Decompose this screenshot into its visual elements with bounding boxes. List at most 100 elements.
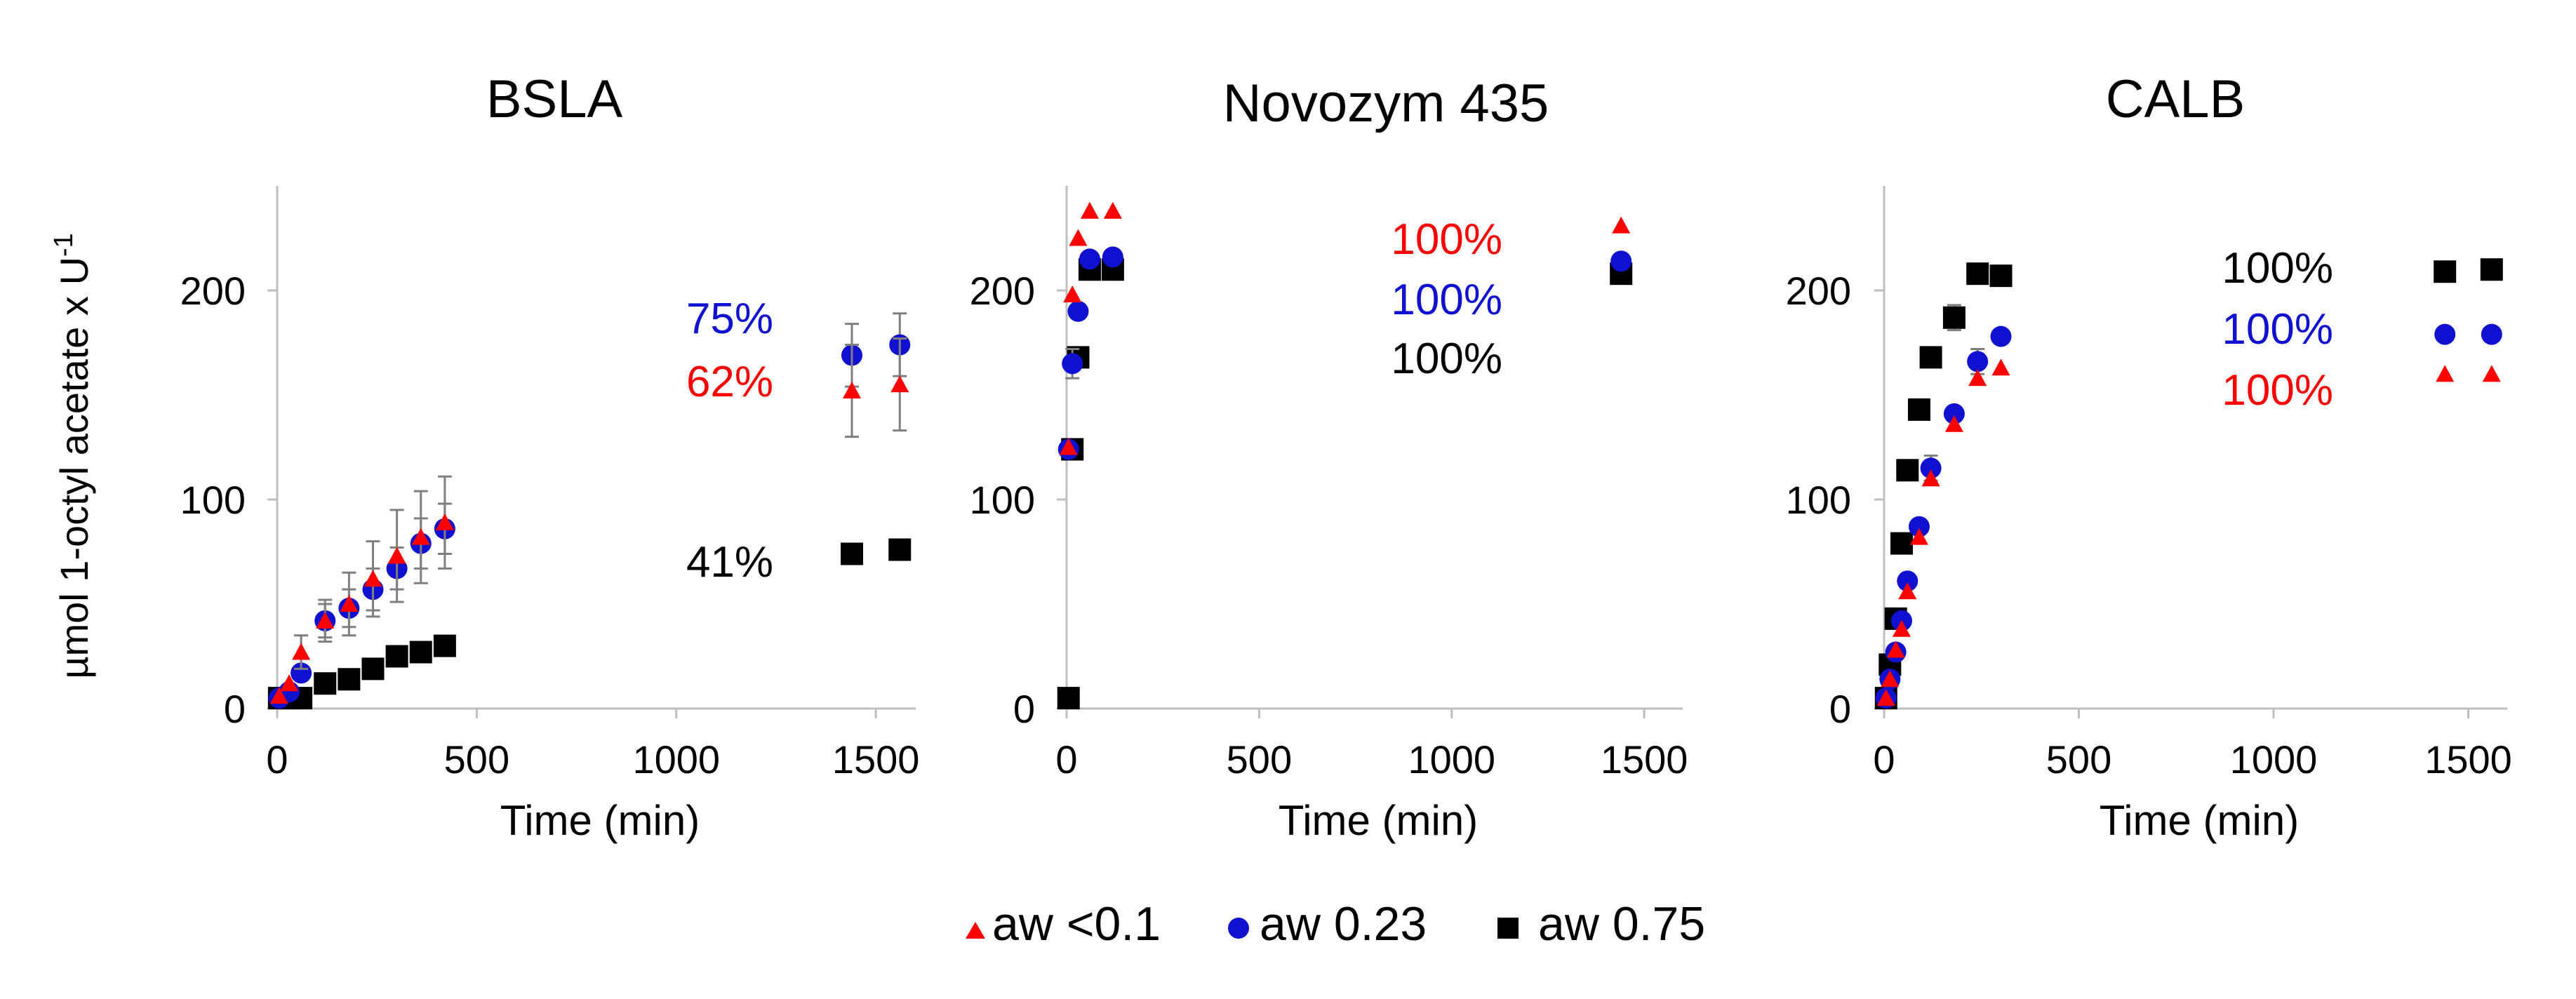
- x-tick-label: 500: [444, 737, 509, 782]
- data-point-circle: [2481, 323, 2502, 345]
- data-point-square: [1907, 398, 1930, 421]
- legend-item-aw-0-75: aw 0.75: [1497, 897, 1705, 951]
- chart-panel-3: CALB 0 100 200 0 500 1000 1500 Time (min) 100% 100…: [1786, 69, 2512, 844]
- data-point-square: [1057, 687, 1080, 710]
- series-aw-lt-0-1: [1059, 201, 1631, 455]
- percent-annotation: 100%: [2222, 366, 2333, 415]
- y-tick-label: 200: [180, 269, 246, 313]
- data-point-circle: [291, 662, 312, 684]
- series-aw-0-75: [1057, 258, 1633, 710]
- data-point-square: [433, 634, 456, 657]
- data-point-triangle: [1909, 528, 1928, 545]
- x-axis-label: Time (min): [1279, 797, 1478, 844]
- percent-annotation: 100%: [1391, 335, 1502, 383]
- x-tick-label: 500: [1227, 737, 1292, 782]
- data-point-square: [338, 668, 361, 691]
- data-point-square: [361, 657, 385, 680]
- data-point-square: [1919, 346, 1942, 369]
- data-point-triangle: [411, 528, 430, 545]
- data-point-triangle: [1991, 358, 2010, 376]
- circle-marker-icon: [1228, 918, 1249, 939]
- data-point-square: [888, 538, 912, 561]
- data-point-circle: [2434, 323, 2456, 345]
- x-tick-label: 1000: [632, 737, 720, 782]
- percent-annotation: 41%: [686, 538, 773, 586]
- chart-panel-1: BSLA 0 100 200 0 500 1000 1500 Time (min) 75% 62% 4…: [180, 69, 920, 844]
- data-point-circle: [1067, 300, 1089, 322]
- data-point-triangle: [1944, 415, 1963, 432]
- data-point-triangle: [316, 611, 335, 629]
- data-point-square: [1966, 262, 1989, 286]
- x-tick-label: 1500: [832, 737, 920, 782]
- data-point-triangle: [2482, 365, 2501, 382]
- series-aw-lt-0-1: [269, 337, 909, 704]
- triangle-marker-icon: [966, 922, 985, 939]
- legend-item-aw-lt-0-1: aw <0.1: [966, 897, 1161, 951]
- series-aw-0-75: [1874, 258, 2503, 710]
- y-tick-label: 200: [1786, 269, 1851, 313]
- data-point-triangle: [1898, 582, 1917, 600]
- data-point-triangle: [843, 382, 861, 399]
- percent-annotation: 100%: [2222, 244, 2333, 293]
- x-tick-label: 1000: [2230, 737, 2318, 782]
- data-point-triangle: [1876, 689, 1895, 706]
- data-point-square: [1989, 264, 2013, 288]
- data-point-triangle: [1103, 201, 1122, 219]
- data-point-triangle: [269, 687, 288, 704]
- data-point-square: [2480, 258, 2503, 281]
- series-aw-0-75: [267, 538, 912, 710]
- data-point-circle: [1908, 516, 1930, 537]
- percent-annotation: 100%: [1391, 215, 1502, 264]
- y-tick-label: 200: [970, 269, 1035, 313]
- data-point-triangle: [387, 547, 406, 564]
- data-point-square: [841, 542, 863, 565]
- data-point-triangle: [1612, 216, 1631, 234]
- data-point-square: [1942, 306, 1966, 329]
- data-point-triangle: [1080, 201, 1099, 219]
- data-point-square: [409, 641, 432, 664]
- y-tick-label: 100: [1786, 478, 1851, 522]
- data-point-triangle: [280, 674, 299, 692]
- data-point-triangle: [1886, 641, 1905, 658]
- y-tick-label: 0: [1013, 687, 1035, 731]
- data-point-triangle: [1059, 438, 1078, 455]
- data-point-square: [1890, 532, 1913, 555]
- y-tick-label: 100: [970, 478, 1035, 522]
- x-tick-label: 1500: [2424, 737, 2512, 782]
- data-point-circle: [1990, 326, 2012, 347]
- data-point-triangle: [1892, 619, 1911, 637]
- legend-label: aw 0.75: [1538, 897, 1705, 951]
- series-aw-lt-0-1: [1876, 358, 2501, 706]
- data-point-circle: [1062, 353, 1083, 375]
- data-point-circle: [1897, 570, 1918, 592]
- data-point-triangle: [1881, 670, 1900, 688]
- legend-label: aw 0.23: [1260, 897, 1427, 951]
- x-axis-label: Time (min): [500, 797, 700, 844]
- chart-title: Novozym 435: [1223, 74, 1549, 133]
- data-point-square: [385, 645, 408, 668]
- data-point-circle: [1943, 403, 1965, 424]
- data-point-square: [1896, 459, 1919, 482]
- data-point-square: [314, 672, 337, 695]
- legend: aw <0.1 aw 0.23 aw 0.75: [966, 897, 1705, 951]
- y-axis-label: µmol 1-octyl acetate x U-1: [49, 233, 96, 679]
- x-tick-label: 1000: [1408, 737, 1495, 782]
- data-point-triangle: [435, 513, 454, 530]
- data-point-circle: [1079, 248, 1100, 270]
- percent-annotation: 75%: [686, 295, 773, 343]
- percent-annotation: 100%: [2222, 305, 2333, 354]
- data-point-circle: [1102, 246, 1123, 268]
- x-tick-label: 0: [1055, 737, 1077, 782]
- data-point-triangle: [363, 570, 382, 587]
- x-tick-label: 500: [2046, 737, 2111, 782]
- chart-title: BSLA: [486, 69, 623, 129]
- x-axis-label: Time (min): [2100, 797, 2299, 844]
- legend-item-aw-0-23: aw 0.23: [1228, 897, 1427, 951]
- y-tick-label: 100: [180, 478, 246, 522]
- chart-panel-2: Novozym 435 0 100 200 0 500 1000 1500 Time (min)…: [970, 74, 1688, 844]
- x-tick-label: 0: [266, 737, 288, 782]
- chart-title: CALB: [2106, 69, 2245, 129]
- data-point-triangle: [292, 643, 311, 660]
